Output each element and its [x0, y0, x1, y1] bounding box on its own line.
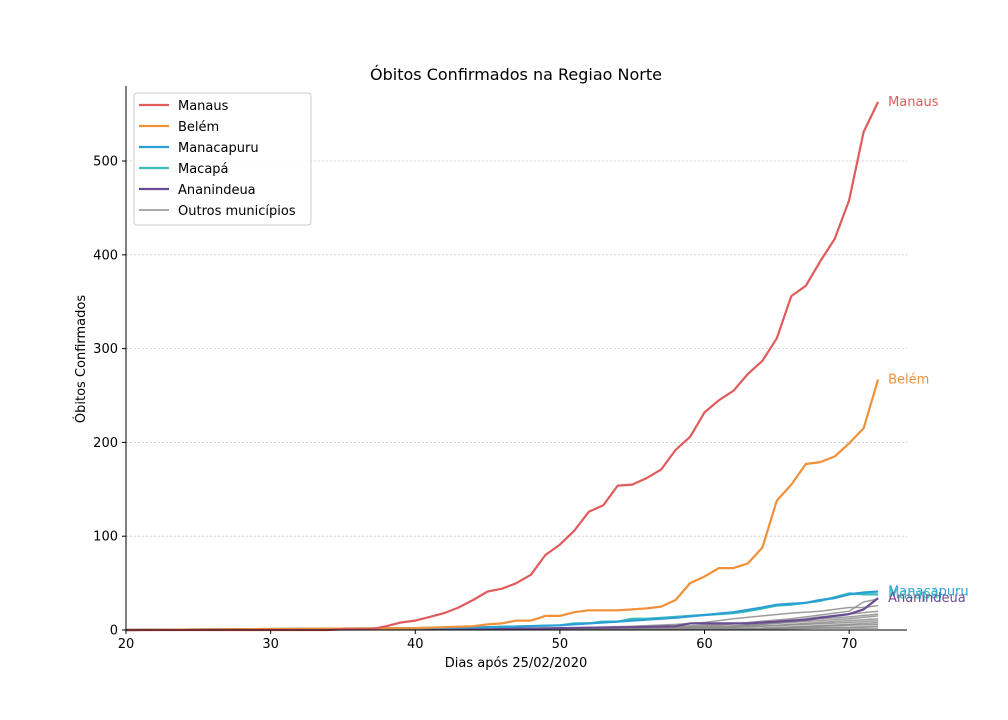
x-tick-label: 60: [696, 637, 713, 652]
legend-label: Outros municípios: [178, 204, 296, 219]
ticks: 20 30 40 50 60 70 0 100 200 300 400 500: [93, 155, 857, 652]
y-tick-label: 400: [93, 248, 118, 263]
legend-label: Ananindeua: [178, 183, 256, 198]
legend: Manaus Belém Manacapuru Macapá Ananindeua Out…: [133, 92, 312, 226]
x-axis-title: Dias após 25/02/2020: [445, 656, 588, 671]
axes: [125, 86, 907, 631]
x-tick-label: 20: [118, 637, 135, 652]
series-line-manacapuru: [125, 590, 879, 632]
end-label: Manaus: [888, 95, 939, 110]
x-tick-label: 40: [407, 637, 424, 652]
end-label: Manacapuru: [888, 585, 969, 600]
legend-label: Macapá: [178, 162, 229, 177]
x-tick-label: 30: [262, 637, 279, 652]
series-line-manaus: [126, 101, 880, 632]
legend-label: Belém: [178, 120, 219, 135]
legend-box: [133, 92, 312, 226]
legend-label: Manaus: [178, 99, 229, 114]
end-label: Belém: [888, 373, 929, 388]
y-tick-label: 200: [93, 436, 118, 451]
end-label: Macapá: [888, 587, 939, 602]
series-line-ananindeua: [125, 597, 879, 632]
y-tick-label: 500: [93, 155, 118, 170]
series-line-belem: [125, 379, 880, 632]
x-tick-label: 50: [552, 637, 569, 652]
y-tick-label: 0: [110, 624, 118, 639]
legend-label: Manacapuru: [178, 141, 259, 156]
x-tick-label: 70: [841, 637, 858, 652]
y-tick-label: 300: [93, 342, 118, 357]
y-tick-label: 100: [93, 530, 118, 545]
chart-title: Óbitos Confirmados na Regiao Norte: [370, 65, 662, 84]
end-label: Ananindeua: [888, 591, 966, 606]
y-axis-title: Óbitos Confirmados: [73, 295, 89, 423]
